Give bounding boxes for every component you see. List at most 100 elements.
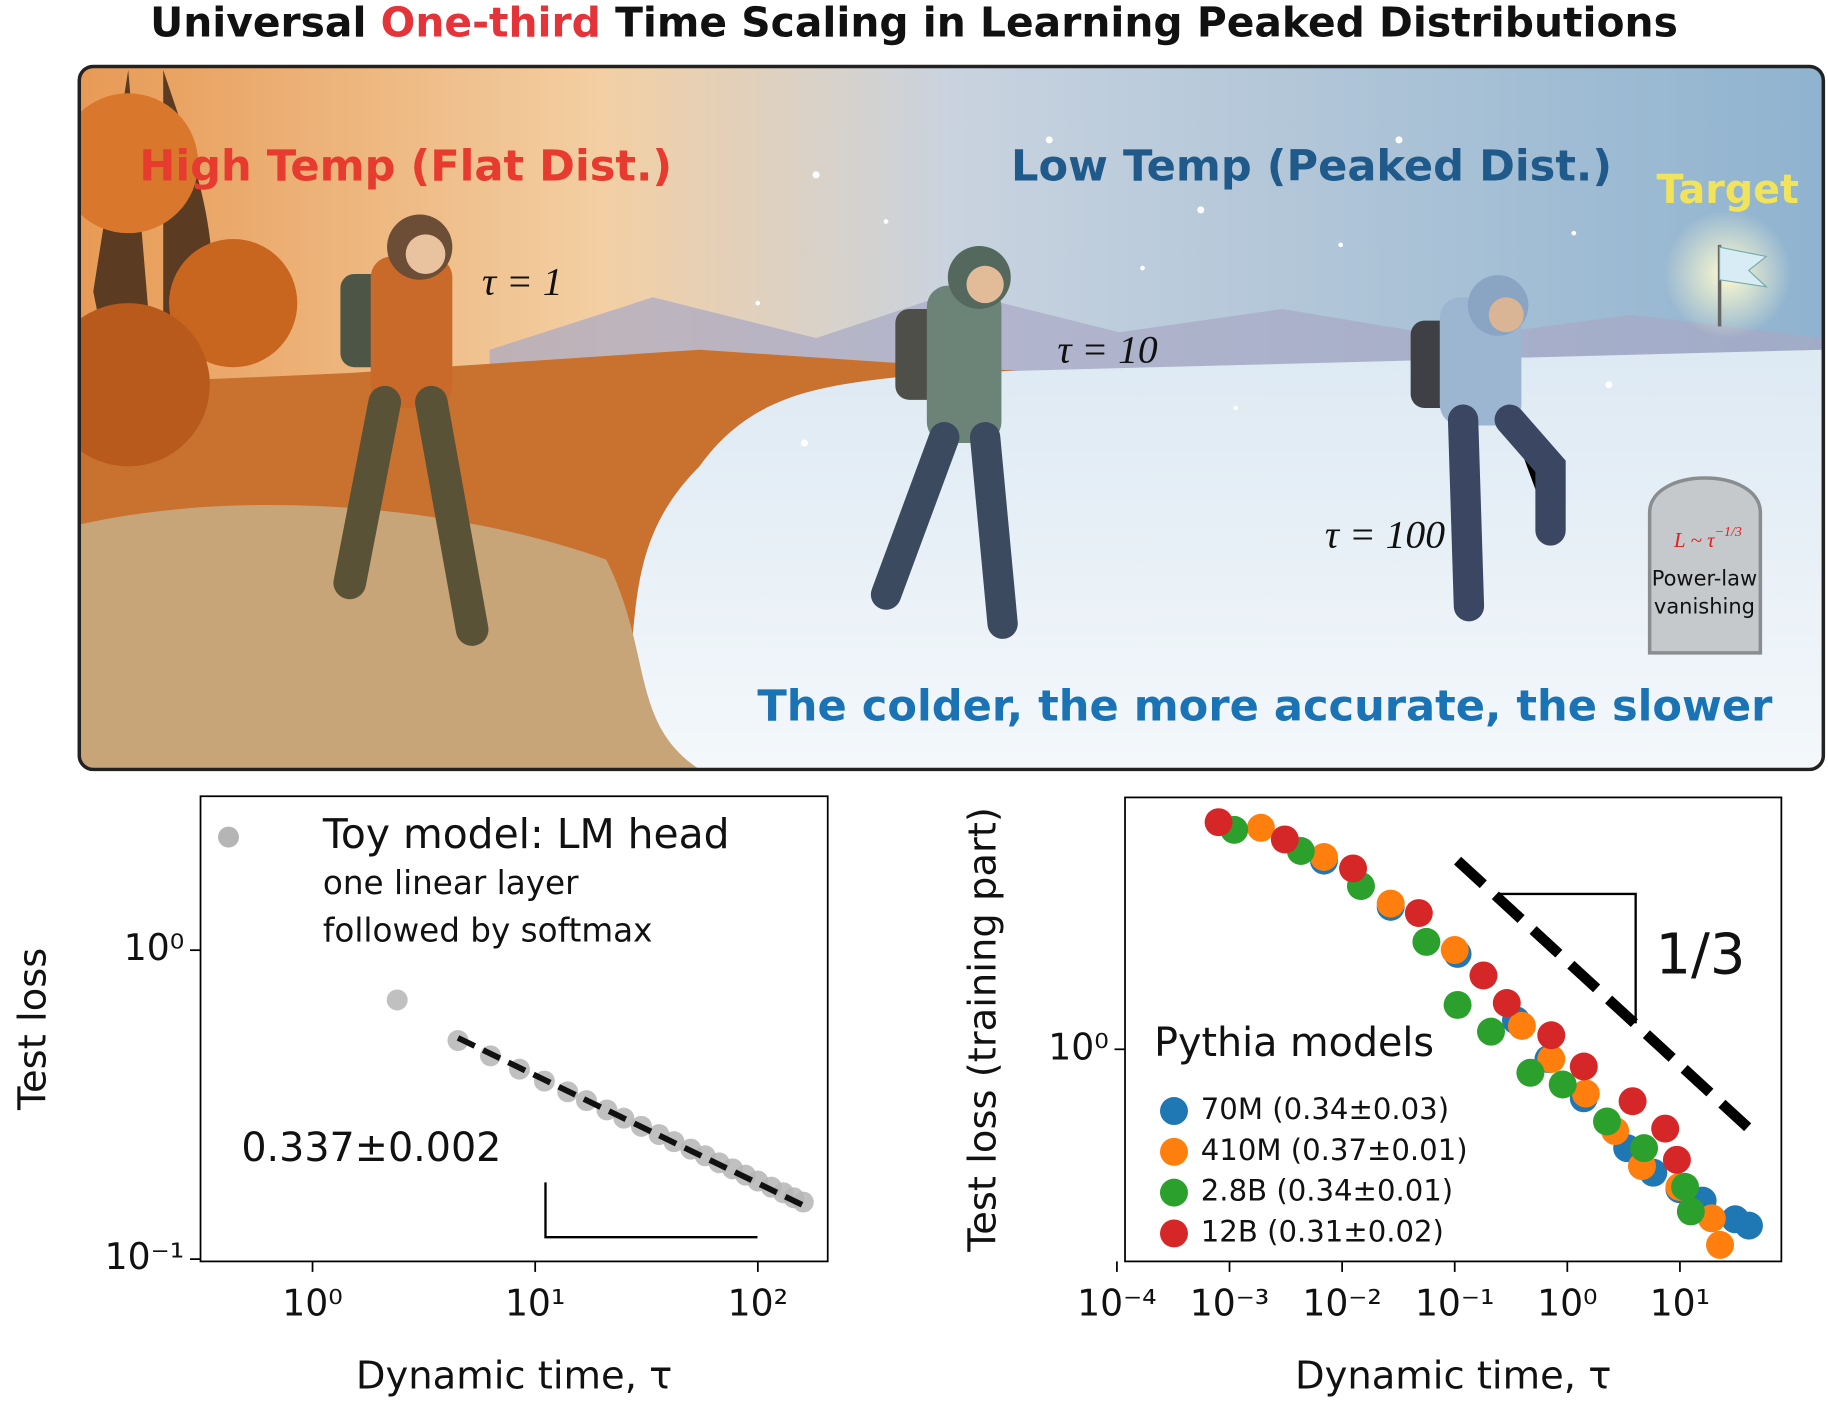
data-point <box>1571 1079 1600 1108</box>
x-tick-label: 10⁰ <box>282 1282 342 1325</box>
foliage <box>79 303 210 467</box>
tomb-text: vanishing <box>1654 594 1755 618</box>
slope-annotation: 1/3 <box>1655 922 1745 987</box>
data-point <box>1548 1070 1577 1099</box>
legend-label: 12B (0.31±0.02) <box>1201 1214 1444 1248</box>
x-tick-label: 10⁻⁴ <box>1077 1282 1157 1325</box>
tau-label: τ = 1 <box>482 260 563 304</box>
data-point <box>1592 1107 1621 1136</box>
data-point <box>1440 936 1469 965</box>
chart: 10⁰ 10¹ 10² 10⁻¹ 10⁰ Dynamic time, τ Test loss… <box>10 795 829 1398</box>
data-point <box>1204 808 1233 837</box>
data-point <box>1246 813 1275 842</box>
tau-label: τ = 100 <box>1325 513 1445 557</box>
tau-label: τ = 10 <box>1057 327 1158 371</box>
data-point <box>1469 961 1498 990</box>
data-point <box>1676 1197 1705 1226</box>
panel-border <box>77 64 1826 772</box>
data-point <box>1662 1145 1691 1174</box>
title-highlight: One-third <box>381 0 601 47</box>
data-point <box>1309 843 1338 871</box>
data-point <box>1492 989 1521 1018</box>
hiker <box>1410 275 1566 622</box>
fit-line <box>456 1035 804 1208</box>
data-point <box>386 989 408 1011</box>
foliage <box>79 93 199 234</box>
x-axis-label: Dynamic time, τ <box>356 1353 672 1398</box>
legend-marker <box>1159 1178 1188 1207</box>
x-tick-label: 10⁰ <box>1537 1282 1597 1325</box>
legend-label: 70M (0.34±0.03) <box>1201 1092 1449 1126</box>
x-axis-label: Dynamic time, τ <box>1295 1353 1611 1398</box>
chart: 10⁻⁴ 10⁻³ 10⁻² 10⁻¹ 10⁰ 10¹ 10⁰ Dynamic time, τ… <box>961 796 1783 1398</box>
data-point <box>1507 1011 1536 1040</box>
formula-base: L ~ τ <box>1673 528 1716 552</box>
y-tick-label: 10⁻¹ <box>105 1235 185 1278</box>
x-tick-label: 10² <box>728 1282 788 1325</box>
dirt-path <box>79 504 700 770</box>
foliage <box>169 238 298 368</box>
figure-title: Universal One-third Time Scaling in Lear… <box>150 0 1678 47</box>
y-tick-label: 10⁰ <box>1048 1025 1108 1068</box>
legend-label: 410M (0.37±0.01) <box>1201 1133 1468 1167</box>
slope-annotation: 0.337±0.002 <box>241 1125 501 1171</box>
slope-triangle <box>544 1182 758 1239</box>
illustration: High Temp (Flat Dist.) Low Temp (Peaked … <box>79 66 1824 770</box>
data-point <box>1404 899 1433 928</box>
hiker <box>870 245 1018 639</box>
data-point <box>1734 1211 1763 1240</box>
fit-line <box>1454 856 1763 1142</box>
legend-label: 2.8B (0.34±0.01) <box>1201 1174 1453 1208</box>
tomb-text: Power-law <box>1652 566 1757 590</box>
x-tick-label: 10⁻¹ <box>1415 1282 1495 1325</box>
snowflakes <box>755 136 1613 447</box>
legend-note: one linear layer <box>323 864 579 902</box>
legend-label: Toy model: LM head <box>322 810 730 858</box>
data-point <box>1630 1134 1659 1163</box>
legend-marker <box>1159 1097 1188 1126</box>
y-axis-label: Test loss (training part) <box>961 807 1006 1253</box>
legend-marker <box>218 826 239 848</box>
data-point <box>1376 889 1405 918</box>
x-tick-label: 10¹ <box>505 1282 565 1325</box>
x-tick-label: 10¹ <box>1650 1282 1710 1325</box>
x-tick-label: 10⁻² <box>1302 1282 1382 1325</box>
x-tick-label: 10⁻³ <box>1190 1282 1270 1325</box>
low-temp-label: Low Temp (Peaked Dist.) <box>1011 142 1612 192</box>
hiker <box>333 214 489 646</box>
data-point <box>1706 1230 1735 1259</box>
legend-title: Pythia models <box>1154 1020 1434 1066</box>
title-part: Universal <box>150 0 366 47</box>
data-point <box>1618 1087 1647 1116</box>
data-point <box>1339 854 1368 883</box>
target-label: Target <box>1657 167 1799 213</box>
data-point <box>1412 927 1441 956</box>
high-temp-label: High Temp (Flat Dist.) <box>139 142 672 192</box>
legend-marker <box>1159 1137 1188 1166</box>
caption: The colder, the more accurate, the slowe… <box>757 681 1773 731</box>
formula: L ~ τ−1/3 <box>1673 525 1742 552</box>
data-point <box>1651 1114 1680 1143</box>
data-point <box>1443 990 1472 1019</box>
data-point <box>1697 1204 1726 1233</box>
formula-exponent: −1/3 <box>1715 525 1742 540</box>
data-point <box>1270 825 1299 854</box>
flag <box>1718 246 1768 288</box>
snow-field <box>606 349 1824 770</box>
tombstone <box>1647 476 1763 655</box>
title-part: Time Scaling in Learning Peaked Distribu… <box>615 0 1678 47</box>
data-point <box>1569 1052 1598 1081</box>
legend-note: followed by softmax <box>323 912 652 950</box>
data-point <box>1537 1045 1566 1074</box>
slope-triangle <box>1499 892 1637 1024</box>
data-point <box>1477 1017 1505 1046</box>
legend-marker <box>1159 1219 1188 1248</box>
y-axis-label: Test loss <box>10 948 55 1111</box>
data-point <box>1516 1058 1545 1087</box>
plot-frame <box>199 795 829 1263</box>
data-point <box>792 1191 814 1213</box>
y-tick-label: 10⁰ <box>124 926 184 969</box>
data-point <box>1537 1021 1566 1050</box>
data-point <box>1671 1172 1700 1201</box>
